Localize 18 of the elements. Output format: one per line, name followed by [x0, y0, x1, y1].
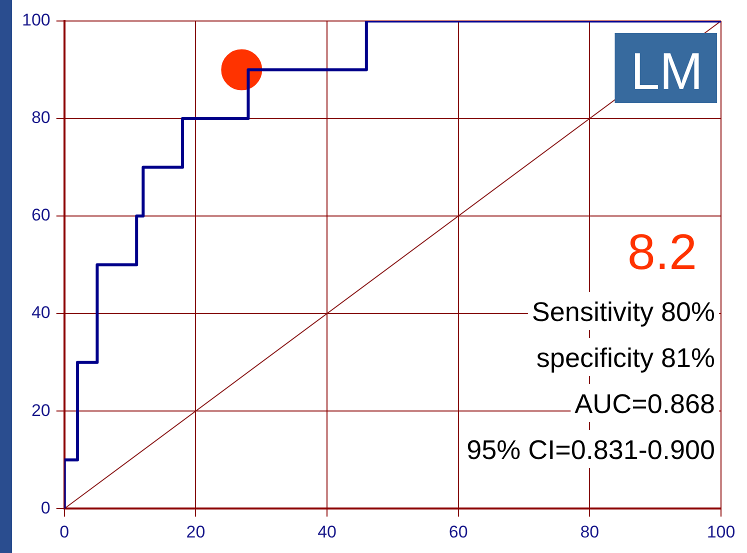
x-tick-label: 40 [318, 522, 336, 542]
y-tick-label: 0 [40, 498, 50, 518]
x-tick-label: 60 [448, 522, 468, 542]
y-tick-label: 20 [31, 400, 50, 420]
y-tick-label: 100 [22, 10, 50, 30]
x-tick-label: 20 [186, 522, 206, 542]
annotation: 95% CI=0.831-0.900 [466, 435, 715, 465]
annotation: Sensitivity 80% [532, 297, 715, 327]
annotation: 8.2 [627, 224, 697, 280]
x-tick-label: 0 [60, 522, 70, 542]
x-tick-label: 80 [580, 522, 600, 542]
y-tick-label: 60 [31, 206, 50, 225]
y-tick-label: 80 [31, 108, 50, 128]
x-tick-label: 100 [706, 522, 736, 542]
annotation: specificity 81% [536, 343, 715, 373]
annotation: LM [630, 43, 703, 101]
y-tick-label: 40 [31, 303, 50, 322]
annotation: AUC=0.868 [574, 389, 715, 419]
